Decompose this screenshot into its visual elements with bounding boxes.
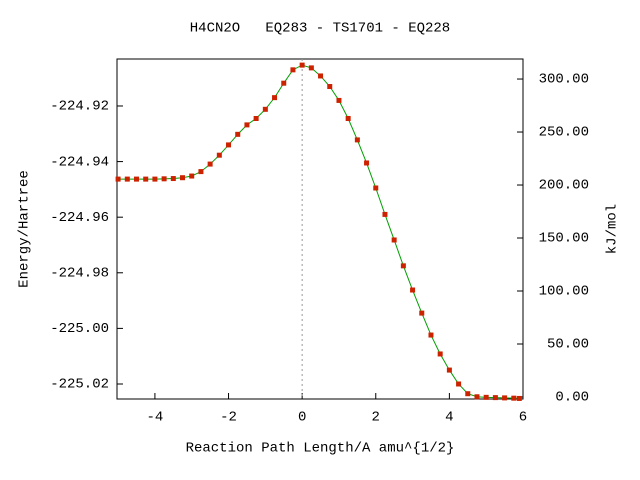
- data-point: [400, 263, 406, 269]
- x-tick-label: 4: [445, 410, 453, 426]
- y2-tick-label: 300.00: [539, 72, 589, 88]
- x-tick-label: 2: [372, 410, 380, 426]
- data-point: [198, 169, 204, 175]
- x-tick-label: -2: [220, 410, 237, 426]
- data-point: [262, 106, 268, 112]
- y2-axis-label: kJ/mol: [605, 204, 621, 254]
- data-point: [134, 176, 140, 182]
- data-point: [327, 84, 333, 90]
- data-point: [226, 142, 232, 148]
- data-point: [474, 394, 480, 400]
- x-tick-label: -4: [147, 410, 164, 426]
- series-line: [118, 64, 520, 399]
- data-point: [391, 237, 397, 243]
- data-point: [428, 332, 434, 338]
- data-point: [465, 391, 471, 397]
- data-point: [216, 152, 222, 158]
- data-point: [207, 161, 213, 167]
- y2-tick-label: 50.00: [547, 337, 589, 353]
- data-point: [152, 176, 158, 182]
- data-point: [170, 176, 176, 182]
- y-axis-label: Energy/Hartree: [17, 170, 33, 288]
- data-point: [143, 176, 149, 182]
- y-tick-label: -225.02: [50, 377, 109, 393]
- data-point: [437, 351, 443, 357]
- data-point: [345, 115, 351, 121]
- data-point: [373, 185, 379, 191]
- data-point: [336, 97, 342, 103]
- data-point: [492, 395, 498, 401]
- data-point: [253, 115, 259, 121]
- x-axis-label: Reaction Path Length/A amu^{1/2}: [186, 441, 455, 457]
- y2-tick-label: 250.00: [539, 125, 589, 141]
- y-tick-label: -225.00: [50, 321, 109, 337]
- x-tick-label: 6: [519, 410, 527, 426]
- data-point: [299, 62, 305, 68]
- data-point: [419, 310, 425, 316]
- data-point: [502, 395, 508, 401]
- data-point: [516, 395, 522, 401]
- y-tick-label: -224.98: [50, 265, 109, 281]
- data-point: [456, 381, 462, 387]
- data-point: [244, 122, 250, 128]
- y-tick-label: -224.92: [50, 99, 109, 115]
- y2-tick-label: 100.00: [539, 284, 589, 300]
- y2-tick-label: 150.00: [539, 231, 589, 247]
- data-point: [354, 137, 360, 143]
- data-point: [410, 287, 416, 293]
- data-point: [180, 175, 186, 181]
- data-point: [124, 176, 130, 182]
- data-point: [364, 160, 370, 166]
- data-point: [446, 367, 452, 373]
- data-point: [115, 176, 121, 182]
- data-point: [281, 80, 287, 86]
- y-tick-label: -224.94: [50, 154, 109, 170]
- data-point: [189, 173, 195, 179]
- chart-title: H4CN2O EQ283 - TS1701 - EQ228: [190, 21, 450, 37]
- data-point: [308, 65, 314, 71]
- data-point: [161, 176, 167, 182]
- data-point: [235, 131, 241, 137]
- data-point: [290, 67, 296, 73]
- y2-tick-label: 200.00: [539, 178, 589, 194]
- data-point: [382, 211, 388, 217]
- data-point: [483, 394, 489, 400]
- data-point: [511, 395, 517, 401]
- data-point: [272, 95, 278, 101]
- y-tick-label: -224.96: [50, 210, 109, 226]
- y2-tick-label: 0.00: [555, 390, 589, 406]
- x-tick-label: 0: [298, 410, 306, 426]
- plot-frame: [116, 58, 524, 400]
- data-point: [318, 73, 324, 79]
